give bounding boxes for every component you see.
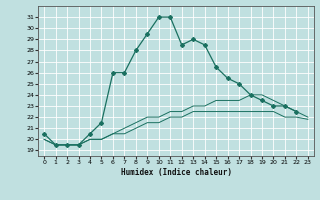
X-axis label: Humidex (Indice chaleur): Humidex (Indice chaleur) [121, 168, 231, 177]
